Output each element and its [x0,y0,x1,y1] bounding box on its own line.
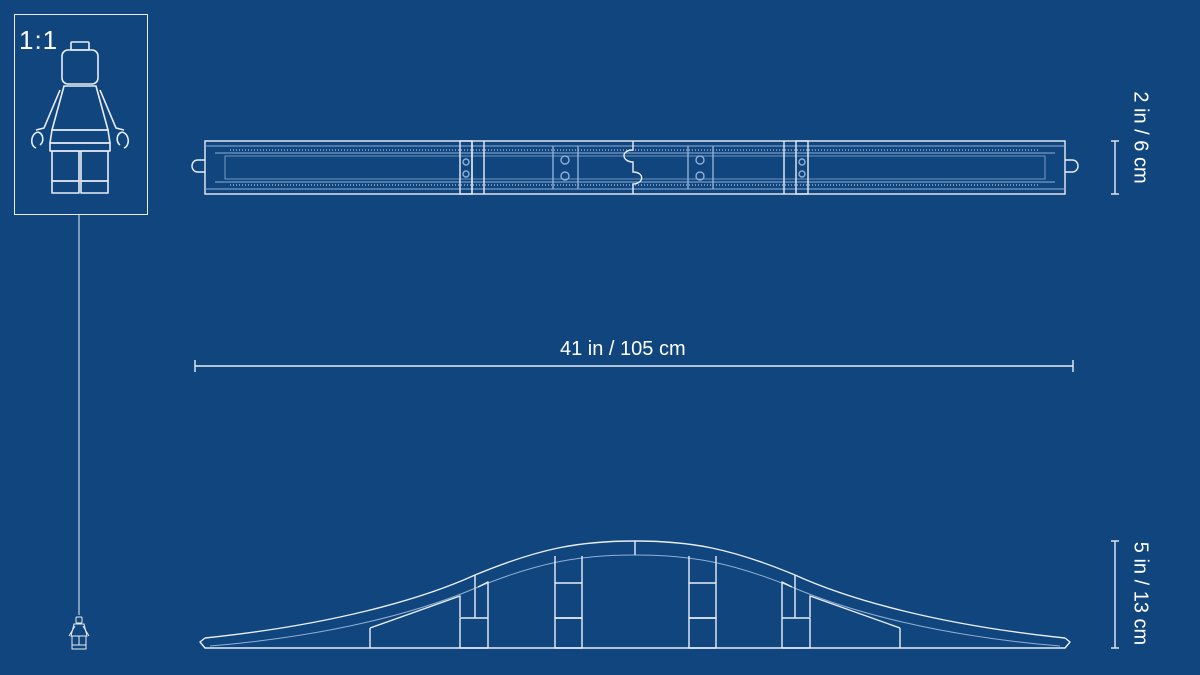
length-dimension-line [194,360,1074,372]
ramp-side-view [199,540,1071,649]
scale-label: 1:1 [19,25,59,55]
width-dimension-bracket [1111,140,1119,195]
scale-reference-box: 1:1 [14,14,148,215]
length-dimension-label: 41 in / 105 cm [560,338,686,360]
height-dimension-bracket [1111,540,1119,649]
track-top-view [191,140,1079,195]
height-dimension-label: 5 in / 13 cm [1129,541,1152,646]
minifigure-large-icon [30,41,130,194]
width-dimension-label: 2 in / 6 cm [1129,91,1152,184]
minifigure-small-icon [68,616,90,650]
